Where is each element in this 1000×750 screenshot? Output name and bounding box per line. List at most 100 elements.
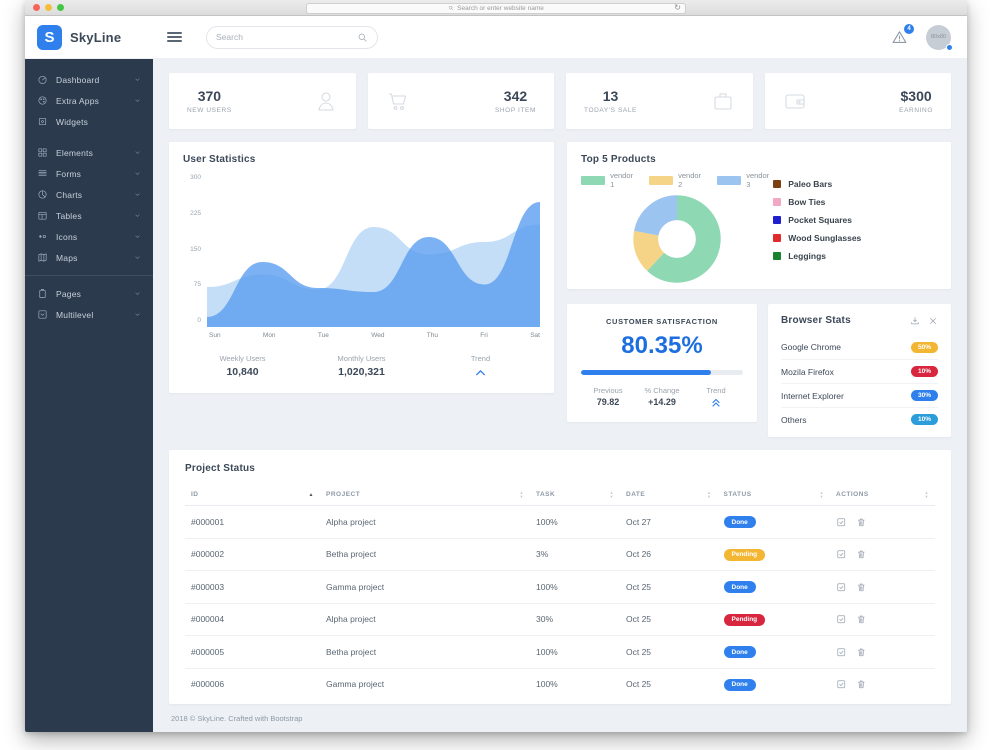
- stat-card-today-s-sale: 13 TODAY'S SALE: [566, 73, 753, 129]
- close-icon: [930, 317, 936, 324]
- cell-date: Oct 27: [620, 505, 718, 539]
- sidebar-item-dashboard[interactable]: Dashboard: [25, 69, 153, 90]
- stat-label: NEW USERS: [187, 107, 232, 114]
- table-row: #000002 Betha project 3% Oct 26 Pending: [185, 538, 935, 571]
- delete-action[interactable]: [856, 679, 867, 690]
- sidebar-item-maps[interactable]: Maps: [25, 247, 153, 268]
- project-status-title: Project Status: [185, 463, 256, 474]
- stat-card-shop-item: 342 SHOP ITEM: [367, 73, 554, 129]
- menu-toggle-button[interactable]: [167, 31, 182, 43]
- edit-icon[interactable]: [836, 647, 847, 658]
- trash-icon[interactable]: [856, 614, 867, 625]
- vendor-legend-2[interactable]: vendor 2: [649, 171, 705, 189]
- trash-icon[interactable]: [856, 582, 867, 593]
- column-header-actions[interactable]: ACTIONS ▲ ▼: [830, 484, 935, 506]
- chevron-down-icon: [135, 214, 140, 217]
- download-icon[interactable]: [910, 316, 920, 326]
- sidebar-item-multilevel[interactable]: Multilevel: [25, 304, 153, 325]
- sidebar-item-elements[interactable]: Elements: [25, 142, 153, 163]
- url-bar[interactable]: Search or enter website name ↻: [306, 2, 686, 14]
- search-icon[interactable]: [357, 32, 368, 43]
- delete-action[interactable]: [856, 517, 867, 528]
- vendor-legend-1[interactable]: vendor 1: [581, 171, 637, 189]
- edit-action[interactable]: [836, 679, 847, 690]
- legend-swatch: [717, 175, 742, 185]
- stat-cards-row: 370 NEW USERS 342 SHOP ITEM 13 TODAY'S SALE $3…: [169, 73, 951, 129]
- edit-icon[interactable]: [836, 582, 847, 593]
- delete-action[interactable]: [856, 614, 867, 625]
- edit-icon[interactable]: [836, 549, 847, 560]
- sidebar-item-charts[interactable]: Charts: [25, 184, 153, 205]
- reload-icon[interactable]: ↻: [674, 2, 681, 12]
- trash-icon[interactable]: [856, 679, 867, 690]
- delete-action[interactable]: [856, 582, 867, 593]
- chevron-down-icon: [135, 99, 140, 102]
- edit-action[interactable]: [836, 517, 847, 528]
- wallet-icon: [784, 94, 805, 109]
- search-input[interactable]: [216, 32, 357, 42]
- chevron-down-icon: [135, 151, 140, 154]
- cell-date: Oct 25: [620, 603, 718, 636]
- trash-icon[interactable]: [856, 517, 867, 528]
- column-header-date[interactable]: DATE ▲ ▼: [620, 484, 718, 506]
- product-legend-leggings: Leggings: [773, 251, 861, 261]
- column-header-task[interactable]: TASK ▲ ▼: [530, 484, 620, 506]
- edit-action[interactable]: [836, 549, 847, 560]
- search-icon: [448, 5, 454, 11]
- trash-icon[interactable]: [856, 647, 867, 658]
- edit-action[interactable]: [836, 647, 847, 658]
- chevrons-up-icon: [710, 397, 722, 409]
- area-chart: [207, 202, 540, 327]
- delete-action[interactable]: [856, 647, 867, 658]
- brand[interactable]: S SkyLine: [25, 24, 155, 50]
- delete-action[interactable]: [856, 549, 867, 560]
- brand-logo: S: [37, 24, 62, 50]
- sidebar-item-widgets[interactable]: Widgets: [25, 111, 153, 132]
- stat-value: 13: [602, 88, 619, 104]
- chevron-down-icon: [135, 172, 140, 175]
- minimize-window-button[interactable]: [45, 4, 52, 11]
- x-tick: Sat: [530, 332, 540, 339]
- edit-icon[interactable]: [836, 614, 847, 625]
- sidebar-item-icons[interactable]: Icons: [25, 226, 153, 247]
- browser-chrome: Search or enter website name ↻: [25, 0, 967, 16]
- edit-action[interactable]: [836, 582, 847, 593]
- sidebar-item-forms[interactable]: Forms: [25, 163, 153, 184]
- sidebar: Dashboard Extra Apps Widgets Elements Forms C…: [25, 59, 153, 732]
- notifications-button[interactable]: 4: [891, 23, 914, 46]
- sidebar-divider: [25, 275, 153, 276]
- maximize-window-button[interactable]: [57, 4, 64, 11]
- chevron-up-icon: [476, 370, 485, 376]
- chevron-down-icon: [135, 235, 140, 238]
- sidebar-item-label: Tables: [56, 210, 82, 221]
- sidebar-item-pages[interactable]: Pages: [25, 283, 153, 304]
- y-tick: 150: [190, 245, 201, 253]
- avatar[interactable]: 80x80: [926, 24, 953, 51]
- area-series-weekly: [207, 202, 540, 327]
- trash-icon[interactable]: [856, 549, 867, 560]
- column-header-project[interactable]: PROJECT ▲ ▼: [320, 484, 530, 506]
- cart-icon: [388, 93, 406, 110]
- sort-icon: ▲ ▼: [819, 490, 824, 499]
- column-header-status[interactable]: STATUS ▲ ▼: [717, 484, 830, 506]
- edit-action[interactable]: [836, 614, 847, 625]
- product-legend-pocket-squares: Pocket Squares: [773, 215, 861, 225]
- chevrons-up-icon: [712, 398, 720, 407]
- close-window-button[interactable]: [33, 4, 40, 11]
- briefcase-icon: [713, 93, 732, 110]
- edit-icon[interactable]: [836, 517, 847, 528]
- x-tick: Wed: [371, 332, 385, 339]
- sidebar-item-tables[interactable]: Tables: [25, 205, 153, 226]
- cell-project: Betha project: [320, 635, 530, 669]
- cell-task: 100%: [530, 570, 620, 604]
- vendor-legend-3[interactable]: vendor 3: [717, 171, 773, 189]
- browser-stats-title: Browser Stats: [781, 315, 851, 326]
- sort-icon: ▲ ▼: [519, 490, 524, 499]
- edit-icon[interactable]: [836, 679, 847, 690]
- chevron-down-icon: [135, 193, 140, 196]
- sidebar-item-extra-apps[interactable]: Extra Apps: [25, 90, 153, 111]
- column-header-id[interactable]: ID ▲: [185, 484, 320, 506]
- close-icon[interactable]: [928, 316, 938, 326]
- widgets-icon: [38, 117, 47, 126]
- product-legend-list: Paleo Bars Bow Ties Pocket Squares Wood Sun…: [773, 179, 861, 285]
